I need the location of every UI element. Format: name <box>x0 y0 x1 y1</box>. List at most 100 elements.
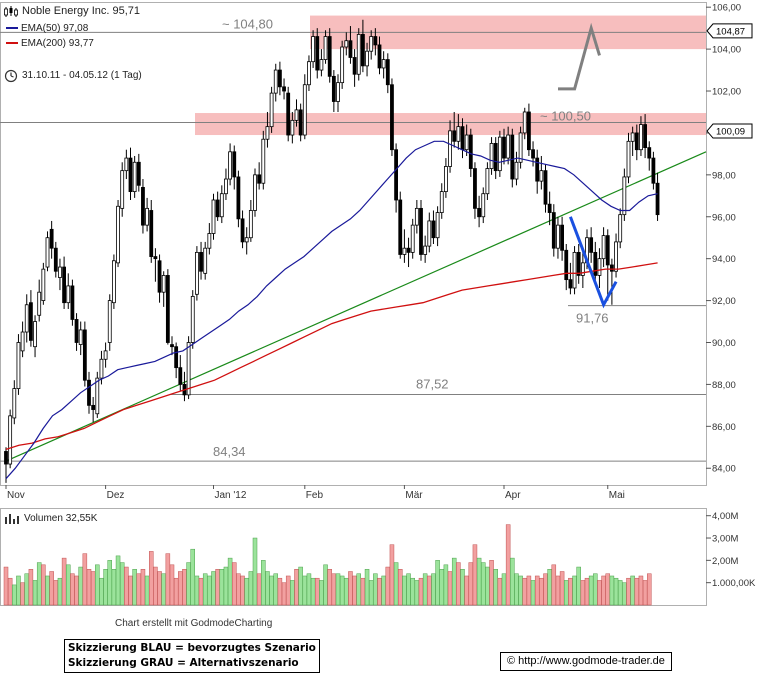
candle <box>323 30 328 64</box>
volume-bar <box>568 577 573 606</box>
candle <box>601 227 606 268</box>
candle-up <box>414 207 419 226</box>
candle-up <box>356 34 361 75</box>
candle-down <box>232 151 237 178</box>
candle-up <box>12 388 17 419</box>
volume-bar <box>53 580 59 606</box>
candle-down <box>493 143 498 172</box>
volume-bar <box>61 557 67 606</box>
candle <box>116 199 120 268</box>
price-marker-label: 104,87 <box>716 26 745 37</box>
volume-bar <box>451 557 457 606</box>
candle <box>360 19 365 73</box>
source-link[interactable]: © http://www.godmode-trader.de <box>500 652 672 671</box>
candle <box>390 78 394 156</box>
source-url[interactable]: http://www.godmode-trader.de <box>518 655 665 667</box>
volume-bar <box>356 573 361 606</box>
candle <box>257 162 262 190</box>
date-range: 31.10.11 - 04.05.12 (1 Tag) <box>22 70 142 81</box>
candle <box>618 208 623 249</box>
candle <box>605 229 610 301</box>
candle <box>203 241 208 280</box>
candle-up <box>161 275 166 293</box>
candle <box>452 111 457 148</box>
candle-up <box>58 266 62 278</box>
candle-up <box>253 174 257 211</box>
volume-bar <box>510 557 515 606</box>
volume-bar <box>497 577 503 606</box>
candle-up <box>248 210 253 239</box>
volume-bar <box>576 566 581 606</box>
price-tick-label: 94,00 <box>712 254 736 265</box>
volume-bar <box>609 575 615 606</box>
candle-up <box>630 132 635 142</box>
candle <box>643 114 647 159</box>
candle-down <box>215 199 220 218</box>
candle <box>265 111 270 148</box>
volume-bar <box>16 575 21 606</box>
volume-bar <box>273 573 278 606</box>
price-tick-label: 86,00 <box>712 422 736 433</box>
candle <box>344 32 349 56</box>
volume-bar <box>389 544 395 606</box>
candle <box>70 279 75 326</box>
candle <box>336 74 340 112</box>
volume-bar <box>20 582 25 606</box>
volume-bar <box>7 577 13 606</box>
volume-bar <box>182 569 187 606</box>
candle-down <box>651 157 656 184</box>
candle-up <box>112 260 116 304</box>
price-axis: 84,00 86,00 88,00 90,00 92,00 94,00 96,00 98,00… <box>706 3 753 475</box>
candle-up <box>489 143 494 169</box>
volume-tick-label: 2,00M <box>712 556 738 567</box>
candle-down <box>178 367 183 385</box>
gray-scenario-path <box>558 22 601 91</box>
volume-bar <box>115 555 121 606</box>
volume-bar <box>24 573 29 606</box>
candle-up <box>410 224 415 253</box>
candle-down <box>477 207 482 218</box>
volume-bar <box>70 573 75 606</box>
candle <box>219 185 224 224</box>
volume-bar <box>136 573 142 606</box>
candle-up <box>514 161 519 180</box>
volume-bar <box>597 580 602 606</box>
candle <box>576 244 581 284</box>
candle-up <box>485 168 490 195</box>
candle <box>477 195 482 228</box>
candle <box>402 229 407 263</box>
volume-bar <box>28 569 34 606</box>
candle-up <box>597 258 602 276</box>
candle-up <box>497 136 502 172</box>
candle-up <box>103 350 108 360</box>
volume-bar <box>551 564 557 606</box>
volume-bar <box>514 573 519 606</box>
volume-bar <box>468 562 474 606</box>
candle-up <box>639 124 643 151</box>
candle <box>120 162 125 217</box>
volume-tick-label: 4,00M <box>712 511 738 522</box>
candle-up <box>423 245 428 255</box>
ema200-line <box>5 262 658 451</box>
candle-up <box>107 300 112 343</box>
candle-up <box>145 207 150 226</box>
candle-up <box>66 285 71 304</box>
volume-bar <box>422 573 428 606</box>
candle <box>307 55 311 92</box>
volume-bar <box>435 560 440 606</box>
candle <box>161 271 166 307</box>
candle-down <box>49 228 54 249</box>
candle <box>564 244 569 291</box>
scenario-blue-text: Skizzierung BLAU = bevorzugtes Szenario <box>68 642 316 654</box>
candle <box>170 336 174 356</box>
scenario-gray-text: Skizzierung GRAU = Alternativszenario <box>68 657 299 669</box>
candle-up <box>336 82 340 102</box>
candle-up <box>481 193 486 218</box>
candle <box>597 248 602 289</box>
candle <box>331 70 336 112</box>
candlestick-icon <box>4 6 18 17</box>
volume-bar <box>157 571 162 606</box>
candle-down <box>394 149 399 201</box>
candle <box>373 28 378 56</box>
